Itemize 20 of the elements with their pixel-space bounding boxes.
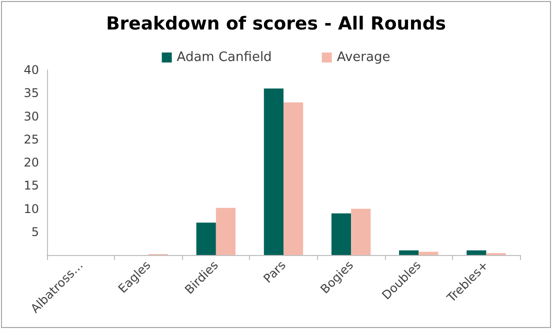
bar	[466, 250, 486, 255]
bar	[418, 252, 438, 255]
y-tick-label: 25	[24, 132, 39, 146]
bar	[331, 213, 352, 255]
y-tick-label: 10	[24, 202, 39, 216]
bar	[264, 88, 284, 255]
bar	[351, 208, 371, 255]
bar	[196, 222, 216, 255]
bar	[284, 102, 304, 255]
y-tick-label: 20	[24, 156, 39, 170]
y-tick-label: 5	[31, 224, 39, 239]
y-tick-label: 15	[24, 178, 39, 193]
legend-label: Adam Canfield	[176, 50, 272, 65]
y-tick-label: 30	[24, 109, 39, 124]
y-tick-label: 40	[24, 63, 39, 77]
chart-title: Breakdown of scores - All Rounds	[106, 14, 446, 34]
legend-label: Average	[336, 50, 390, 65]
bar	[399, 250, 419, 255]
y-tick-label: 35	[24, 86, 39, 100]
bar	[216, 208, 236, 255]
